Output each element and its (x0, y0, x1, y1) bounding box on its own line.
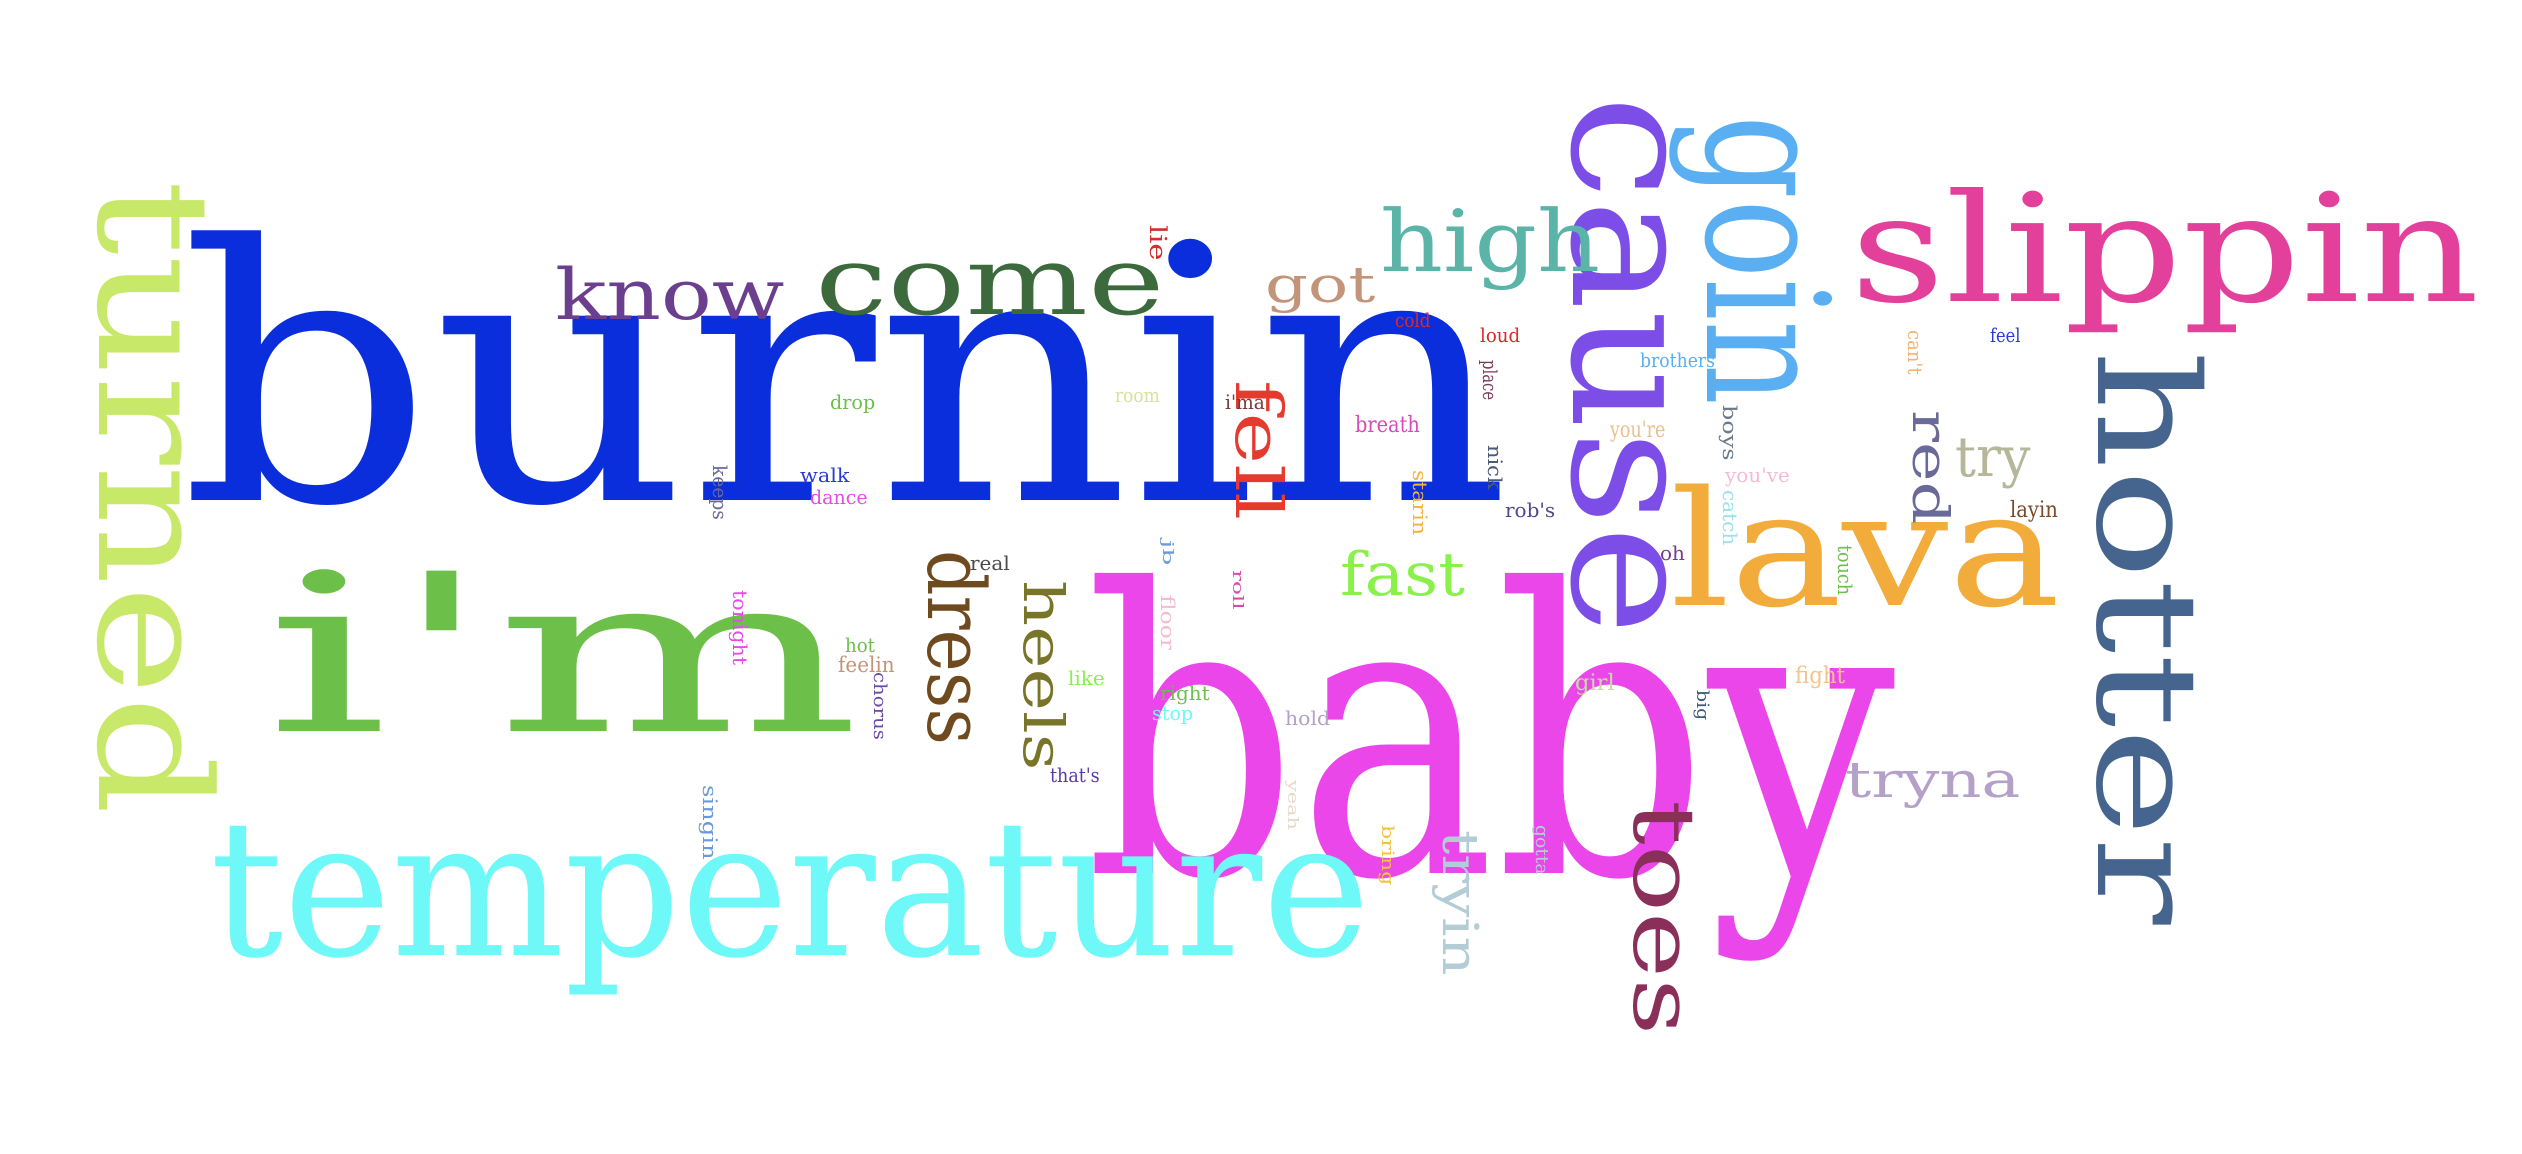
word-bring: bring (1377, 825, 1397, 886)
word-hot: hot (845, 633, 875, 657)
word-robs: rob's (1505, 498, 1556, 522)
word-stop: stop (1152, 701, 1194, 725)
word-try: try (1955, 425, 2031, 489)
word-high: high (1380, 193, 1601, 292)
word-red: red (1901, 410, 1959, 525)
word-lava: lava (1670, 456, 2061, 643)
word-tryin: tryin (1431, 830, 1489, 976)
word-place: place (1478, 360, 1502, 401)
word-yeah: yeah (1284, 780, 1302, 830)
word-thats: that's (1050, 763, 1100, 787)
word-real: real (970, 551, 1010, 575)
word-loud: loud (1480, 323, 1521, 347)
word-walk: walk (800, 463, 850, 487)
word-like: like (1068, 666, 1105, 690)
word-cant: can't (1903, 330, 1927, 375)
word-burnin: burnin (180, 170, 1511, 584)
word-know: know (555, 254, 785, 336)
word-right: right (1160, 681, 1210, 705)
word-breath: breath (1355, 413, 1420, 438)
word-temperature: temperature (210, 779, 1371, 1000)
word-catch: catch (1718, 490, 1742, 546)
word-youve: you've (1725, 463, 1790, 487)
word-layin: layin (2010, 498, 2058, 523)
word-dress: dress (909, 550, 1002, 745)
word-nick: nick (1483, 445, 1507, 490)
word-feelin: feelin (838, 653, 895, 677)
word-feel: feel (1990, 323, 2021, 347)
word-jb: jb (1159, 540, 1177, 566)
word-come: come (815, 227, 1165, 337)
word-lie: lie (1144, 225, 1170, 261)
word-cold: cold (1395, 308, 1431, 332)
word-big: big (1692, 690, 1712, 721)
word-got: got (1265, 256, 1376, 314)
word-hotter: hotter (2064, 350, 2227, 925)
word-toes: toes (1613, 800, 1712, 1036)
word-baby: baby (1085, 507, 1896, 967)
word-tryna: tryna (1845, 751, 2021, 809)
word-dance: dance (810, 485, 868, 509)
word-gotta: gotta (1531, 825, 1552, 875)
word-youre: you're (1610, 418, 1666, 443)
word-keeps: keeps (708, 465, 732, 520)
word-room: room (1115, 383, 1160, 407)
word-brothers: brothers (1640, 348, 1715, 372)
word-tonight: tonight (728, 590, 752, 666)
word-chorus: chorus (869, 672, 890, 740)
word-heels: heels (1011, 580, 1075, 771)
word-turned: turned (62, 180, 243, 815)
word-oh: oh (1660, 541, 1685, 565)
word-girl: girl (1575, 671, 1615, 696)
word-fast: fast (1340, 540, 1465, 610)
word-slippin: slippin (1850, 163, 2480, 337)
word-starin: starin (1408, 470, 1432, 536)
word-boys: boys (1718, 405, 1742, 461)
word-hold: hold (1285, 706, 1331, 730)
word-ima: i'ma (1225, 390, 1265, 414)
word-floor: floor (1156, 595, 1180, 650)
word-roll: roll (1229, 570, 1247, 610)
word-touch: touch (1833, 545, 1857, 596)
word-im: i'm (265, 527, 861, 783)
word-fight: fight (1795, 663, 1846, 689)
word-drop: drop (830, 390, 876, 414)
word-singin: singin (698, 785, 722, 860)
